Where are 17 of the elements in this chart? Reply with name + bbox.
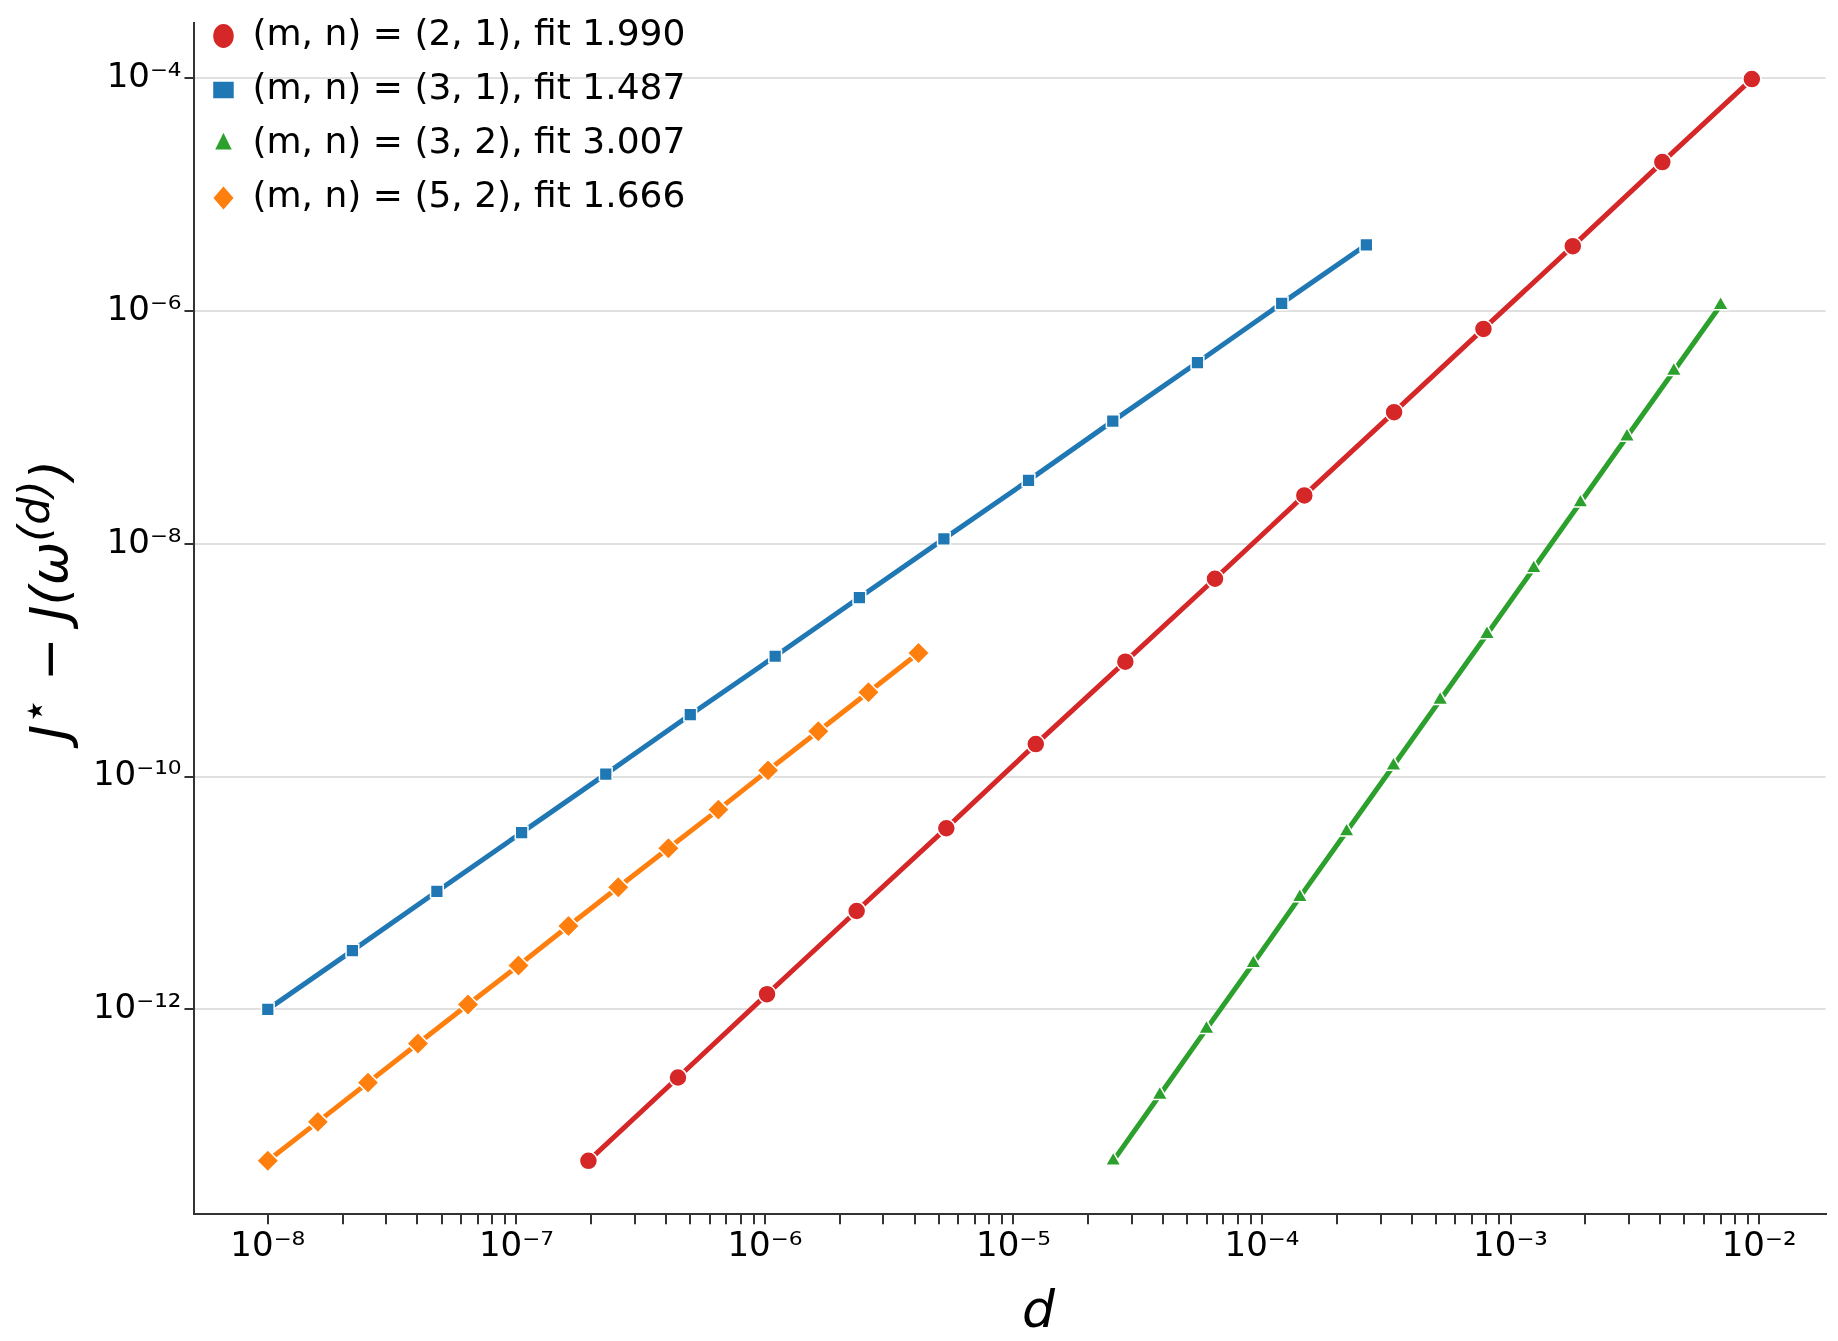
x-tick-label: 10⁻⁵ <box>976 1224 1051 1265</box>
x-tick-label: 10⁻⁸ <box>230 1224 306 1265</box>
x-tick-label: 10⁻⁷ <box>478 1224 554 1265</box>
y-tick-label: 10⁻¹⁰ <box>92 753 182 794</box>
y-tick-label: 10⁻⁶ <box>106 287 182 328</box>
x-tick-label: 10⁻² <box>1721 1224 1797 1265</box>
y-tick-label: 10⁻⁴ <box>106 54 182 95</box>
legend-label: (m, n) = (3, 1), fit 1.487 <box>252 66 686 108</box>
legend-label: (m, n) = (3, 2), fit 3.007 <box>252 120 686 162</box>
x-tick-label: 10⁻³ <box>1473 1224 1548 1265</box>
legend-label: (m, n) = (2, 1), fit 1.990 <box>252 12 686 54</box>
y-tick-label: 10⁻¹² <box>92 986 182 1027</box>
x-axis-title: d <box>1021 1279 1056 1339</box>
x-tick-label: 10⁻⁶ <box>727 1224 803 1265</box>
y-tick-label: 10⁻⁸ <box>106 520 182 561</box>
legend-label: (m, n) = (5, 2), fit 1.666 <box>252 174 686 216</box>
x-tick-label: 10⁻⁴ <box>1224 1224 1300 1265</box>
